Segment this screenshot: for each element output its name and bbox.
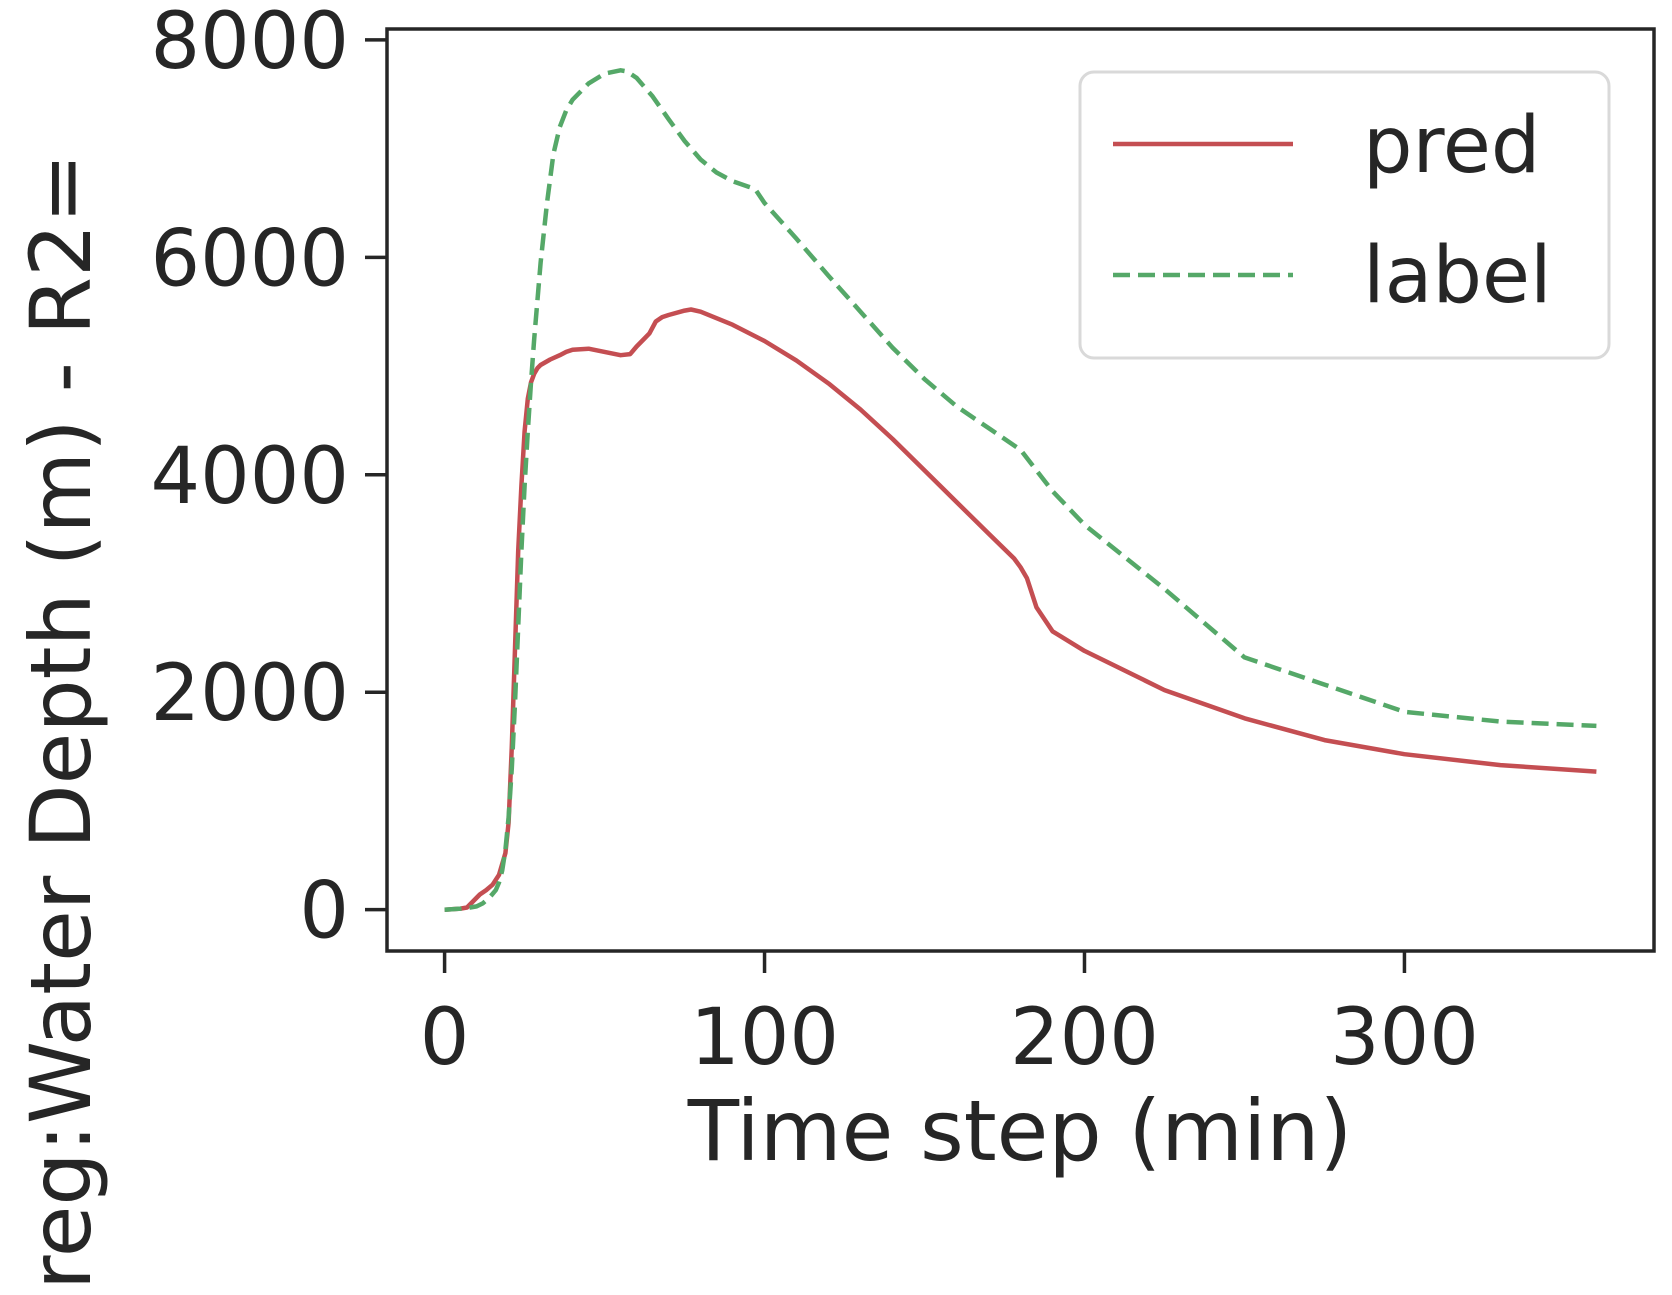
x-axis-label: Time step (min): [687, 1082, 1353, 1180]
y-tick-label: 0: [299, 867, 349, 957]
x-tick-label: 200: [1010, 993, 1159, 1083]
legend-label-pred: pred: [1363, 101, 1540, 191]
y-tick-label: 2000: [150, 649, 349, 739]
y-tick-label: 6000: [150, 214, 349, 304]
plot-frame: [385, 27, 1656, 953]
x-tick-label: 0: [420, 993, 470, 1083]
series-layer: [444, 68, 1597, 912]
x-tick-label: 300: [1330, 993, 1479, 1083]
y-axis: 0 2000 4000 6000 8000: [150, 0, 387, 957]
series-line-label: [444, 68, 1597, 912]
legend: pred label: [1078, 70, 1611, 360]
x-axis: 0 100 200 300: [420, 951, 1479, 1083]
y-tick-label: 8000: [150, 0, 349, 87]
x-tick-label: 100: [690, 993, 839, 1083]
y-axis-label: reg:Water Depth (m) - R2=: [12, 153, 110, 1290]
y-tick-label: 4000: [150, 432, 349, 522]
legend-label-label: label: [1363, 231, 1552, 321]
